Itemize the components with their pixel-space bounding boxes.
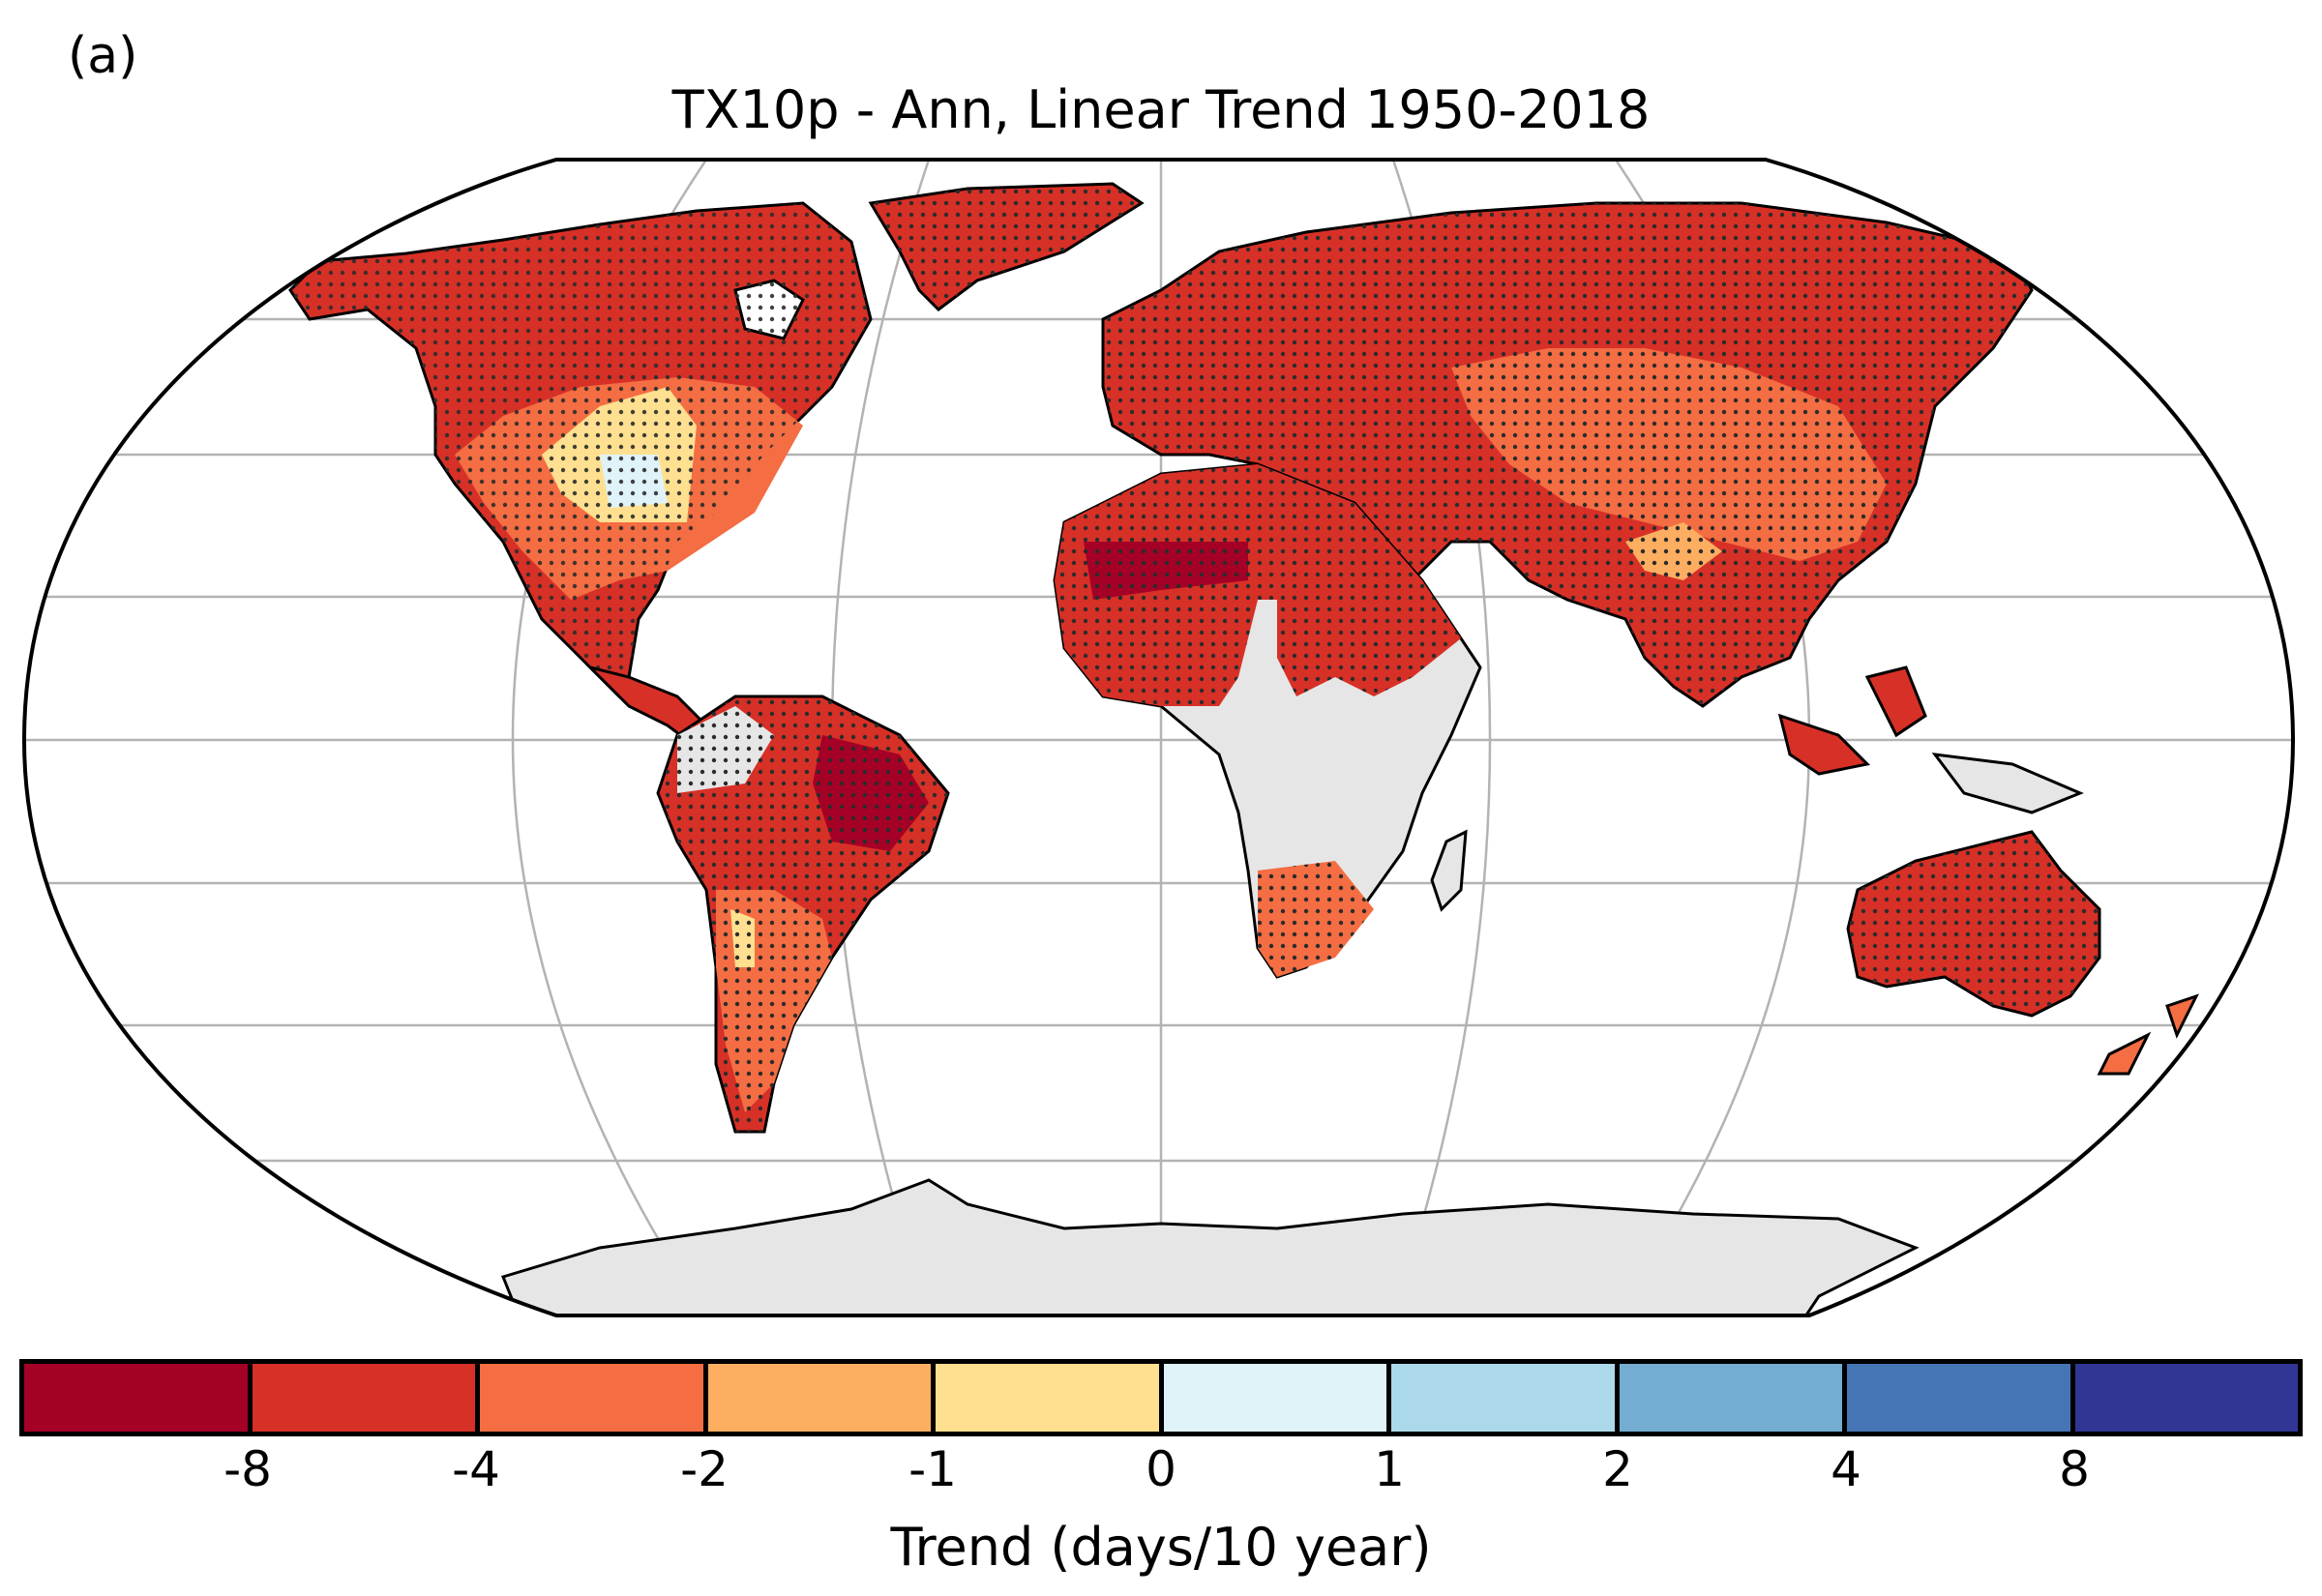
colorbar-tick-label: -2 [680,1441,729,1497]
map-boundary [21,158,2296,1317]
colorbar-ticks: -8 -4 -2 -1 0 1 2 4 8 [19,1441,2303,1499]
colorbar-tick-label: 2 [1602,1441,1633,1497]
madagascar [1430,829,1468,912]
greenland-region [868,182,1145,311]
colorbar-tick-label: -8 [223,1441,272,1497]
colorbar-bin [707,1364,936,1432]
antarctica-region [500,1178,1920,1315]
se-asia-islands [1777,665,2084,814]
colorbar-bin [2074,1364,2298,1432]
colorbar-tick-label: 4 [1831,1441,1861,1497]
new-zealand [2097,993,2199,1076]
colorbar-tick-label: -4 [452,1441,500,1497]
colorbar [19,1359,2303,1436]
colorbar-bin [24,1364,253,1432]
eurasia-region [1101,201,2034,708]
colorbar-tick-label: 1 [1374,1441,1405,1497]
colorbar-tick-label: 8 [2059,1441,2090,1497]
colorbar-bin [252,1364,480,1432]
colorbar-bin [1847,1364,2075,1432]
colorbar-bin [1391,1364,1620,1432]
colorbar-bin [1619,1364,1847,1432]
colorbar-bin [936,1364,1164,1432]
colorbar-tick-label: -1 [908,1441,957,1497]
colorbar-bin [1163,1364,1391,1432]
panel-label: (a) [68,27,138,85]
colorbar-label: Trend (days/10 year) [890,1517,1432,1578]
colorbar-tick-label: 0 [1146,1441,1176,1497]
south-america-region [656,695,950,1134]
north-america-region [288,201,873,699]
australia-region [1846,830,2101,1018]
world-map [21,158,2296,1317]
africa-region [1053,462,1482,979]
map-title: TX10p - Ann, Linear Trend 1950-2018 [671,79,1651,140]
colorbar-bin [480,1364,708,1432]
